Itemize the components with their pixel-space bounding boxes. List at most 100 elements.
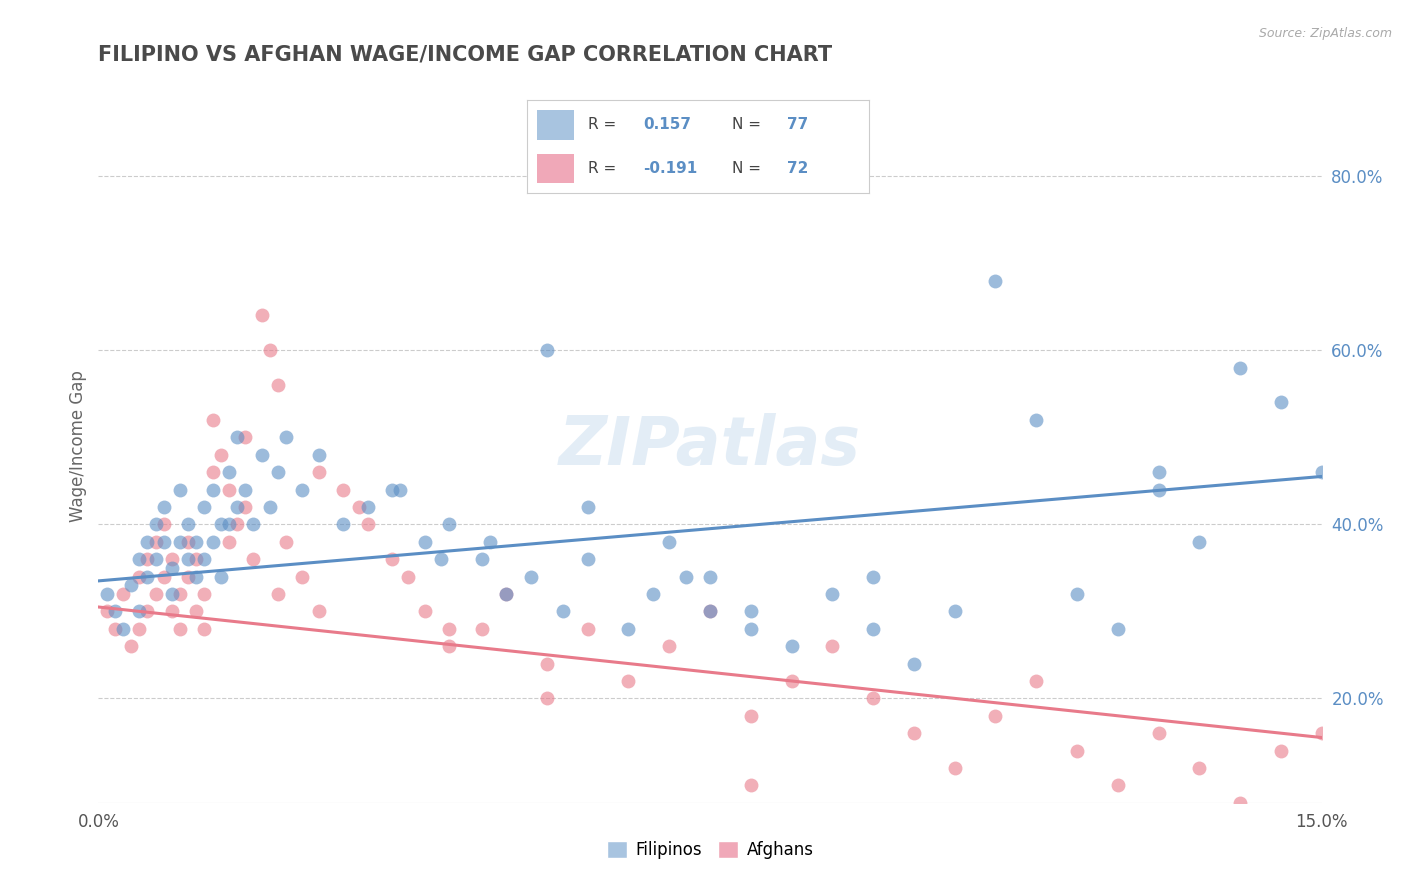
- Point: [193, 500, 215, 514]
- Point: [267, 465, 290, 479]
- Point: [201, 483, 224, 497]
- Point: [332, 517, 354, 532]
- Point: [169, 483, 191, 497]
- Point: [111, 587, 134, 601]
- Point: [201, 413, 224, 427]
- Point: [381, 552, 404, 566]
- Point: [218, 517, 240, 532]
- Point: [356, 517, 378, 532]
- Point: [177, 552, 200, 566]
- Point: [128, 622, 150, 636]
- Point: [136, 534, 159, 549]
- Point: [821, 639, 844, 653]
- Legend: Filipinos, Afghans: Filipinos, Afghans: [600, 834, 820, 866]
- Point: [250, 309, 273, 323]
- Point: [233, 500, 256, 514]
- Point: [145, 534, 167, 549]
- Text: ZIPatlas: ZIPatlas: [560, 413, 860, 479]
- Point: [1107, 778, 1129, 792]
- Point: [120, 639, 142, 653]
- Point: [1188, 534, 1211, 549]
- Point: [201, 534, 224, 549]
- Point: [1025, 413, 1047, 427]
- Point: [1147, 726, 1170, 740]
- Point: [740, 708, 762, 723]
- Point: [641, 587, 664, 601]
- Point: [169, 534, 191, 549]
- Point: [226, 430, 249, 444]
- Point: [1147, 483, 1170, 497]
- Point: [145, 517, 167, 532]
- Point: [536, 343, 558, 358]
- Point: [177, 517, 200, 532]
- Point: [617, 622, 640, 636]
- Point: [218, 483, 240, 497]
- Point: [104, 622, 127, 636]
- Point: [349, 500, 371, 514]
- Point: [308, 604, 330, 618]
- Point: [193, 622, 215, 636]
- Point: [209, 448, 232, 462]
- Point: [145, 552, 167, 566]
- Point: [96, 604, 118, 618]
- Point: [291, 483, 314, 497]
- Point: [437, 639, 460, 653]
- Point: [699, 604, 721, 618]
- Point: [984, 708, 1007, 723]
- Point: [437, 517, 460, 532]
- Point: [943, 604, 966, 618]
- Point: [356, 500, 378, 514]
- Point: [389, 483, 412, 497]
- Point: [943, 761, 966, 775]
- Point: [536, 691, 558, 706]
- Point: [984, 274, 1007, 288]
- Point: [780, 814, 803, 828]
- Point: [145, 587, 167, 601]
- Point: [160, 604, 183, 618]
- Point: [160, 587, 183, 601]
- Point: [1107, 622, 1129, 636]
- Point: [1025, 673, 1047, 688]
- Point: [495, 587, 517, 601]
- Point: [1310, 465, 1333, 479]
- Point: [226, 517, 249, 532]
- Point: [152, 517, 174, 532]
- Point: [780, 639, 803, 653]
- Point: [233, 430, 256, 444]
- Point: [576, 552, 599, 566]
- Point: [274, 534, 297, 549]
- Point: [658, 534, 681, 549]
- Point: [675, 569, 697, 583]
- Point: [1229, 360, 1251, 375]
- Point: [308, 448, 330, 462]
- Point: [186, 569, 208, 583]
- Point: [396, 569, 419, 583]
- Point: [617, 673, 640, 688]
- Point: [152, 534, 174, 549]
- Point: [267, 587, 290, 601]
- Point: [218, 465, 240, 479]
- Point: [430, 552, 453, 566]
- Point: [740, 604, 762, 618]
- Point: [218, 534, 240, 549]
- Point: [1066, 587, 1088, 601]
- Point: [120, 578, 142, 592]
- Point: [169, 587, 191, 601]
- Point: [903, 726, 925, 740]
- Point: [160, 561, 183, 575]
- Point: [1270, 743, 1292, 757]
- Point: [201, 465, 224, 479]
- Point: [413, 534, 436, 549]
- Point: [1066, 743, 1088, 757]
- Point: [862, 622, 884, 636]
- Point: [160, 552, 183, 566]
- Point: [821, 587, 844, 601]
- Point: [699, 604, 721, 618]
- Point: [381, 483, 404, 497]
- Point: [169, 622, 191, 636]
- Point: [152, 500, 174, 514]
- Point: [96, 587, 118, 601]
- Point: [1229, 796, 1251, 810]
- Text: FILIPINO VS AFGHAN WAGE/INCOME GAP CORRELATION CHART: FILIPINO VS AFGHAN WAGE/INCOME GAP CORRE…: [98, 45, 832, 64]
- Point: [1270, 395, 1292, 409]
